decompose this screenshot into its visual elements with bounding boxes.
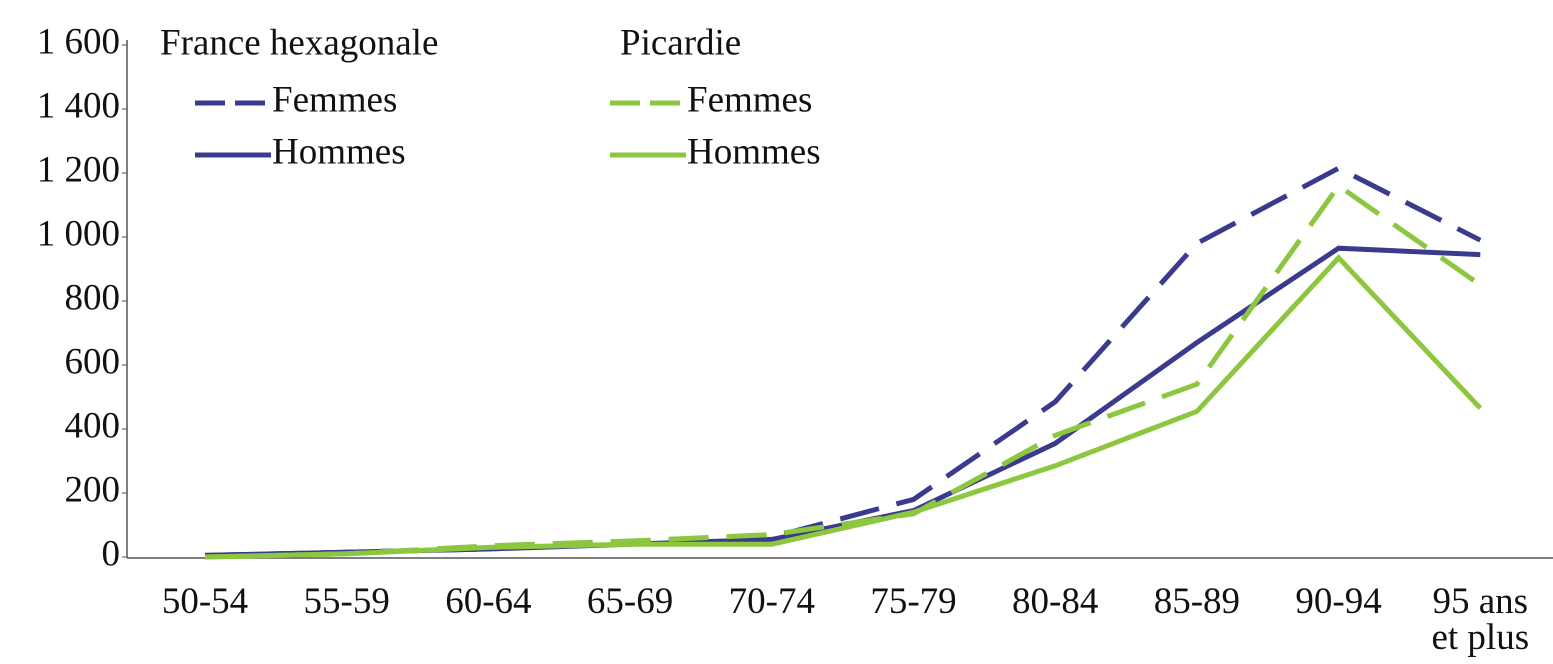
x-tick-label: 70-74 <box>728 581 815 622</box>
y-tick-label: 1 200 <box>37 149 120 190</box>
legend-label: Hommes <box>272 131 406 172</box>
series-line <box>204 182 1482 560</box>
series-line <box>204 165 1482 558</box>
legend-label: Femmes <box>272 79 397 120</box>
y-tick-label: 400 <box>65 405 121 446</box>
x-tick-label: 75-79 <box>870 581 957 622</box>
series-line <box>204 245 1481 558</box>
x-tick-label: 55-59 <box>303 581 390 622</box>
x-tick-label: 85-89 <box>1153 581 1241 622</box>
x-tick-label: 50-54 <box>161 581 249 622</box>
y-tick-label: 200 <box>65 469 121 510</box>
series-line <box>204 254 1483 560</box>
x-tick-label: 90-94 <box>1295 581 1382 622</box>
y-tick-label: 0 <box>102 533 121 574</box>
y-tick-label: 1 400 <box>37 85 120 126</box>
x-tick-label: 95 ans et plus <box>1431 581 1530 658</box>
y-tick-label: 1 600 <box>37 21 120 62</box>
legend-group-title: Picardie <box>620 22 741 63</box>
x-tick-label: 80-84 <box>1012 581 1099 622</box>
legend-label: Hommes <box>687 131 821 172</box>
x-tick-label: 65-69 <box>586 581 674 622</box>
legend-label: Femmes <box>687 79 812 120</box>
y-tick-label: 1 000 <box>37 213 120 254</box>
x-tick-label: 60-64 <box>445 581 532 622</box>
legend-group-title: France hexagonale <box>160 22 438 63</box>
y-tick-label: 800 <box>65 277 121 318</box>
y-tick-label: 600 <box>65 341 121 382</box>
